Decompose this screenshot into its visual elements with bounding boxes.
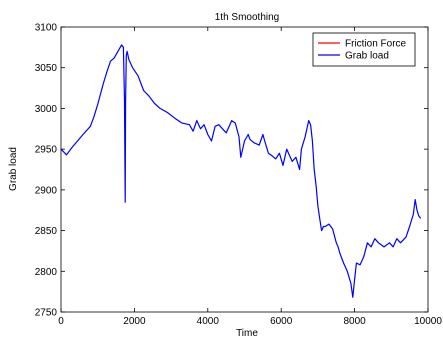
x-tick-label: 0 <box>58 316 64 327</box>
series-layer <box>60 44 422 298</box>
x-tick-label: 6000 <box>270 316 293 327</box>
y-tick-label: 2900 <box>35 185 58 196</box>
legend-box <box>312 32 416 67</box>
x-axis-ticks: 0 2000 4000 6000 8000 10000 <box>58 27 442 327</box>
y-tick-label: 3000 <box>35 104 58 115</box>
x-tick-label: 2000 <box>123 316 146 327</box>
y-tick-label: 2800 <box>35 267 58 278</box>
axes-border <box>60 26 429 313</box>
y-axis-ticks: 2750 2800 2850 2900 2950 3000 3050 3100 <box>35 23 428 319</box>
axes-background <box>61 27 428 312</box>
y-tick-label: 2950 <box>35 145 58 156</box>
x-tick-label: 8000 <box>343 316 366 327</box>
x-tick-label: 4000 <box>197 316 220 327</box>
axes-frame <box>60 26 429 313</box>
x-tick-label: 10000 <box>414 316 442 327</box>
plot-area <box>61 27 428 312</box>
series-line-grab-load <box>60 44 422 298</box>
legend-label-friction-force: Friction Force <box>345 39 407 50</box>
y-tick-label: 2750 <box>35 308 58 319</box>
y-tick-label: 2850 <box>35 226 58 237</box>
legend-label-grab-load: Grab load <box>345 51 389 62</box>
y-tick-label: 3100 <box>35 23 58 34</box>
y-tick-label: 3050 <box>35 63 58 74</box>
y-axis-label: Grab load <box>8 147 19 191</box>
x-axis-label: Time <box>236 328 258 339</box>
chart-title: 1th Smoothing <box>215 12 280 23</box>
